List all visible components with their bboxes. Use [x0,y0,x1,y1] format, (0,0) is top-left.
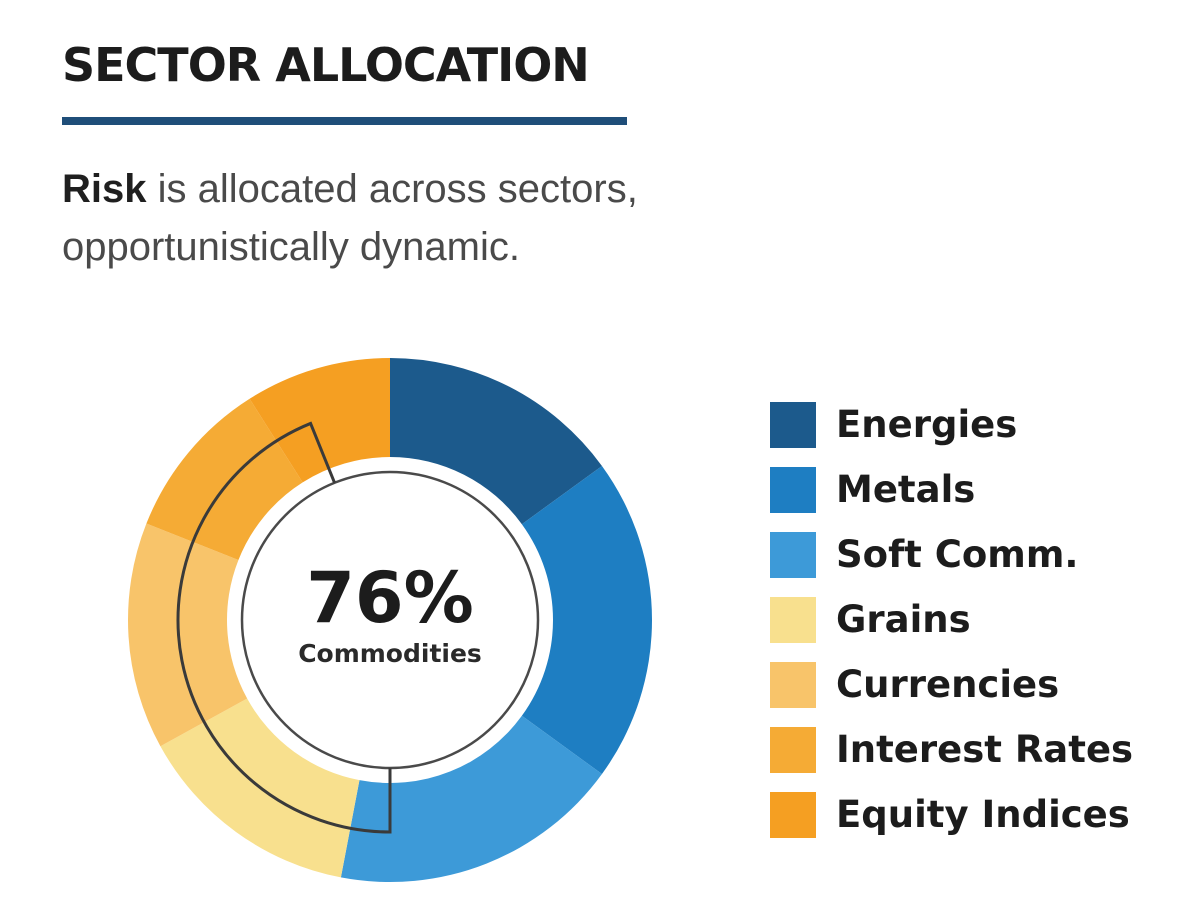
donut-svg: 76% Commodities [128,358,652,882]
center-label: Commodities [298,639,482,668]
legend-label: Grains [836,598,971,641]
legend-item: Soft Comm. [770,522,1133,587]
donut-slice-equity-indices [249,358,390,483]
donut-slice-interest-rates [146,398,303,560]
legend-item: Equity Indices [770,782,1133,847]
legend-label: Equity Indices [836,793,1130,836]
donut-slice-metals [521,466,652,774]
page-title: SECTOR ALLOCATION [62,38,590,92]
subtitle-bold: Risk [62,167,147,211]
legend-swatch [770,791,816,838]
donut-slice-energies [390,358,602,525]
legend-label: Currencies [836,663,1060,706]
legend-label: Energies [836,403,1018,446]
legend-item: Metals [770,457,1133,522]
legend-item: Grains [770,587,1133,652]
commodities-bracket [176,421,392,834]
legend-swatch [770,401,816,448]
legend-item: Currencies [770,652,1133,717]
legend-swatch [770,661,816,708]
donut-slice-currencies [128,523,248,747]
title-underline [62,117,627,125]
legend-swatch [770,596,816,643]
subtitle: Risk is allocated across sectors, opport… [62,160,762,276]
donut-chart: 76% Commodities [120,350,660,890]
legend-swatch [770,466,816,513]
center-value: 76% [306,557,474,639]
chart-legend: Energies Metals Soft Comm. Grains Currencies… [770,392,1133,847]
legend-label: Interest Rates [836,728,1134,771]
legend-item: Energies [770,392,1133,457]
legend-swatch [770,726,816,773]
donut-slice-soft-comm [340,715,602,882]
legend-swatch [770,531,816,578]
legend-item: Interest Rates [770,717,1133,782]
subtitle-text: is allocated across sectors, opportunist… [62,167,638,269]
donut-slices [128,358,652,882]
legend-label: Soft Comm. [836,533,1079,576]
legend-label: Metals [836,468,976,511]
